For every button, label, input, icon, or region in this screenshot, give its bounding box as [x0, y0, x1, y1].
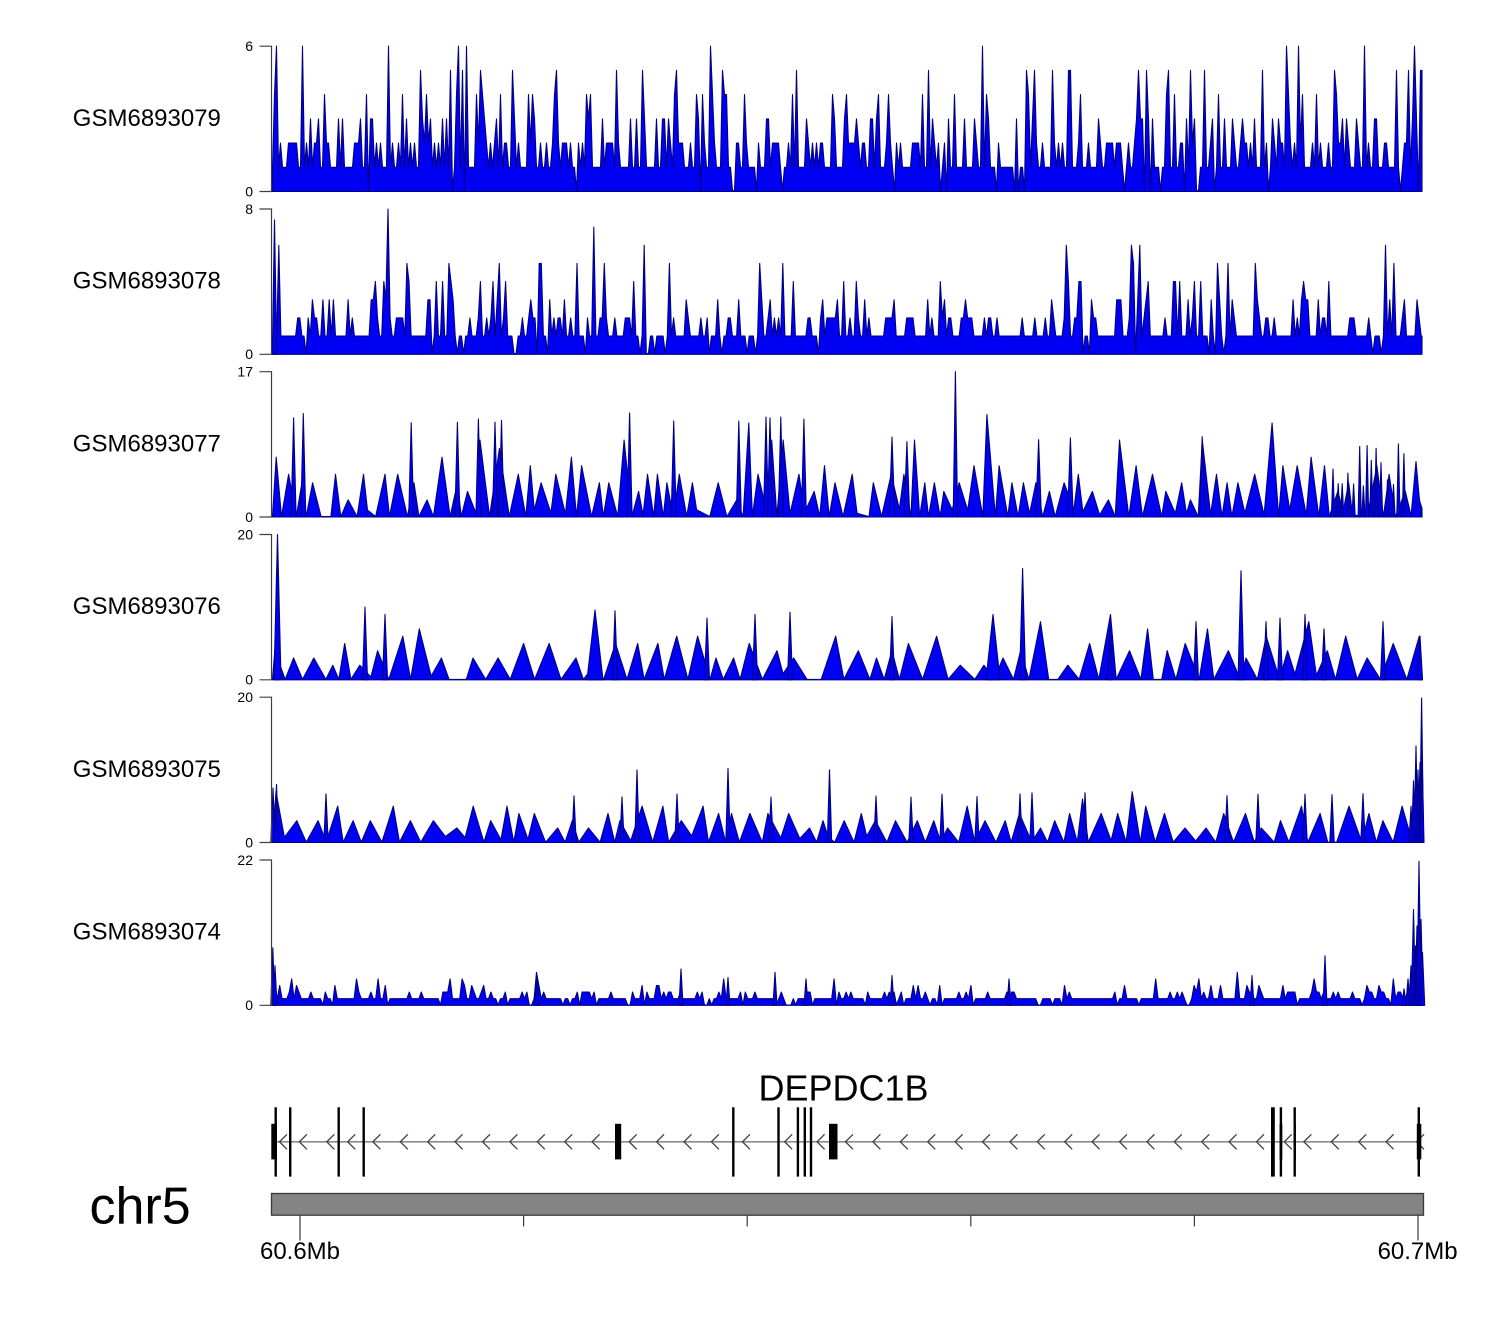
svg-text:8: 8 — [245, 201, 253, 217]
svg-text:0: 0 — [245, 509, 253, 525]
svg-text:0: 0 — [245, 834, 253, 850]
svg-text:DEPDC1B: DEPDC1B — [758, 1068, 928, 1109]
svg-text:0: 0 — [245, 997, 253, 1013]
svg-text:0: 0 — [245, 183, 253, 199]
svg-text:chr5: chr5 — [90, 1178, 191, 1236]
svg-text:0: 0 — [245, 672, 253, 688]
svg-text:0: 0 — [245, 346, 253, 362]
svg-text:20: 20 — [237, 526, 253, 542]
svg-text:GSM6893075: GSM6893075 — [73, 756, 221, 783]
svg-text:20: 20 — [237, 689, 253, 705]
svg-text:GSM6893078: GSM6893078 — [73, 268, 221, 295]
svg-text:GSM6893077: GSM6893077 — [73, 430, 221, 457]
svg-text:17: 17 — [237, 364, 253, 380]
svg-text:60.7Mb: 60.7Mb — [1378, 1238, 1458, 1265]
svg-text:GSM6893076: GSM6893076 — [73, 593, 221, 620]
svg-text:GSM6893074: GSM6893074 — [73, 919, 221, 946]
svg-text:22: 22 — [237, 852, 253, 868]
svg-text:6: 6 — [245, 38, 253, 54]
svg-text:60.6Mb: 60.6Mb — [260, 1238, 340, 1265]
svg-text:GSM6893079: GSM6893079 — [73, 105, 221, 132]
